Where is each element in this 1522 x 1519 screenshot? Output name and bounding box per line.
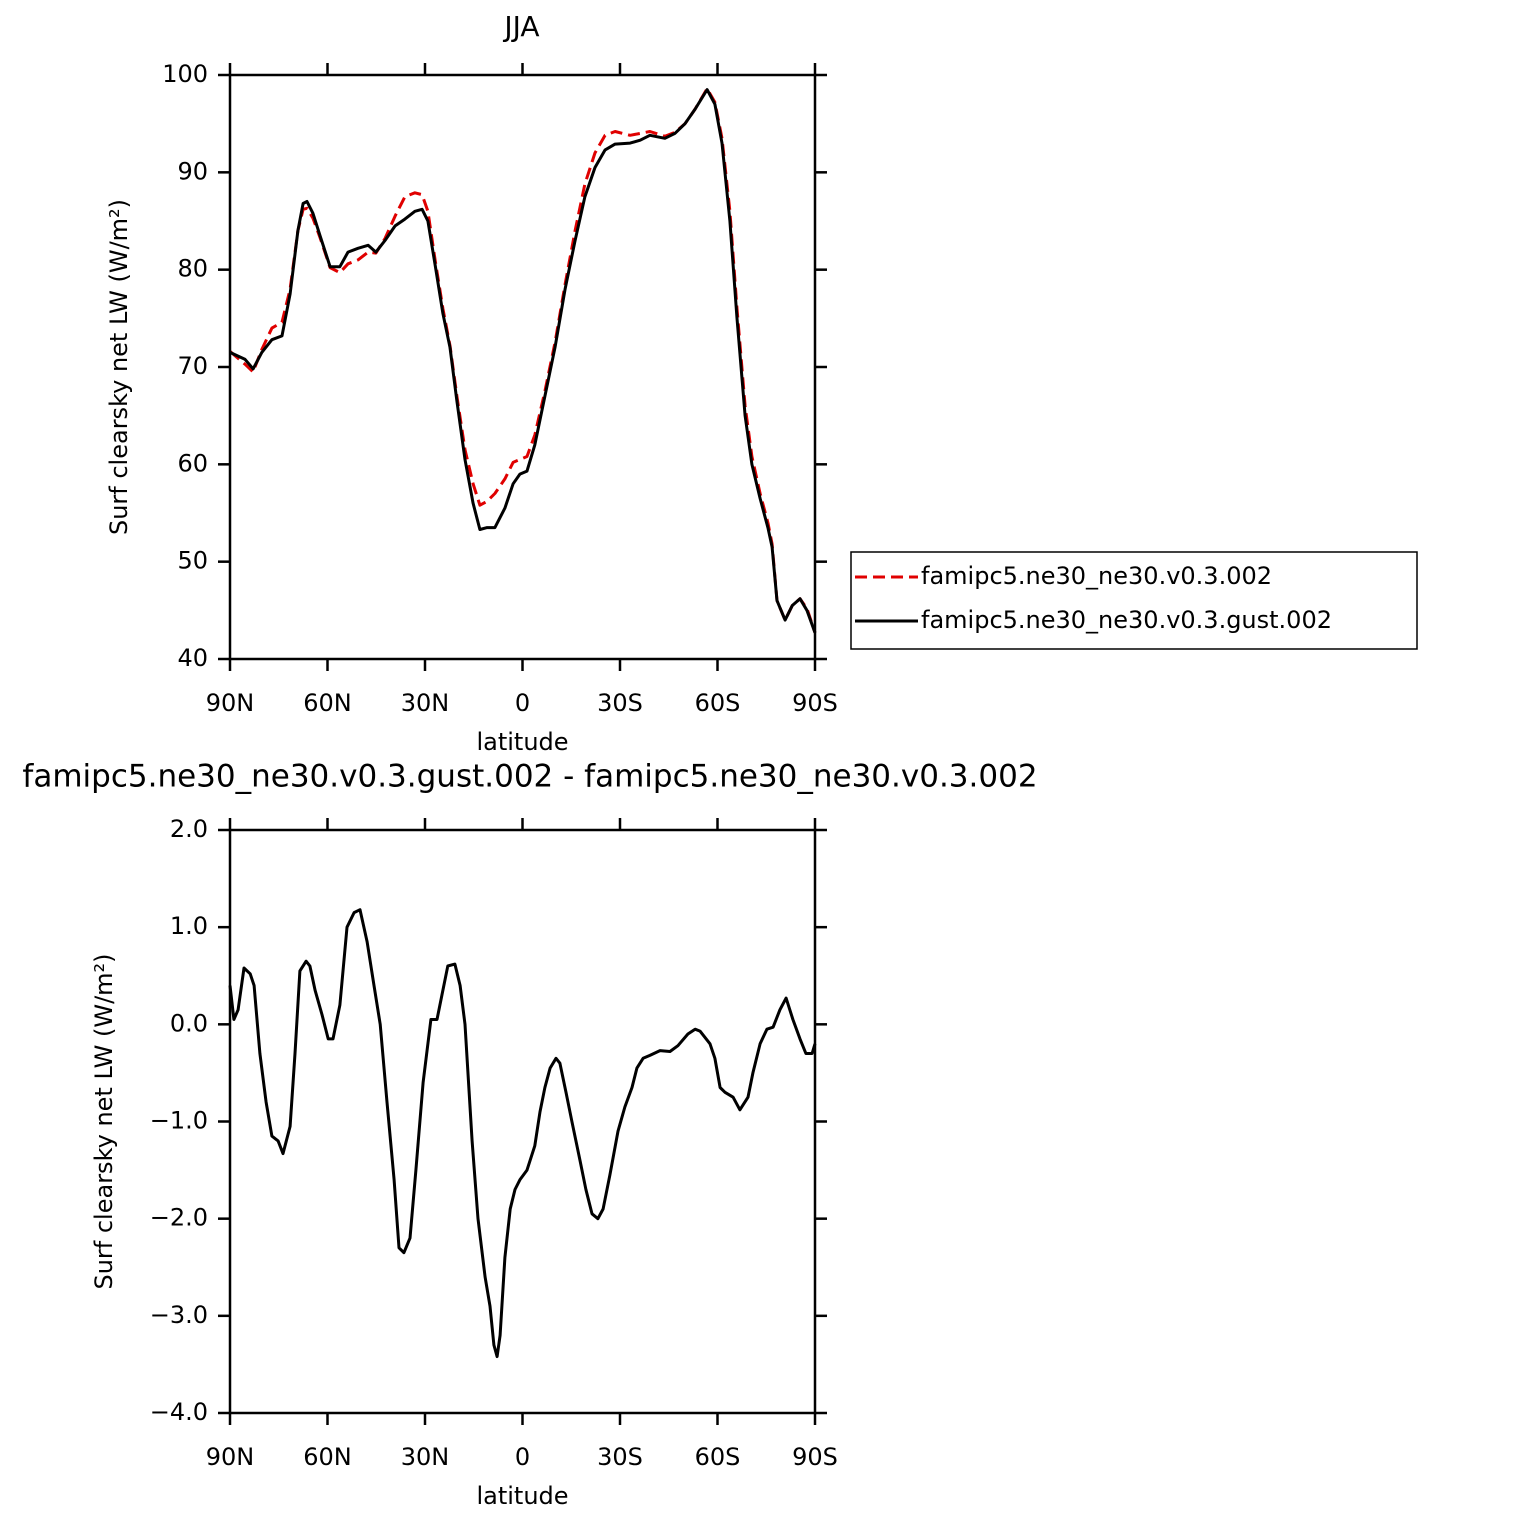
y-tick-label: −2.0 bbox=[150, 1204, 208, 1232]
plot-frame bbox=[228, 73, 817, 661]
legend-label: famipc5.ne30_ne30.v0.3.002 bbox=[921, 562, 1272, 590]
y-tick-label: −4.0 bbox=[150, 1398, 208, 1426]
y-tick-label: 80 bbox=[177, 255, 208, 283]
x-tick-label: 60N bbox=[303, 689, 352, 717]
x-tick-label: 60S bbox=[695, 689, 741, 717]
data-line bbox=[229, 88, 817, 634]
y-tick-label: 50 bbox=[177, 547, 208, 575]
y-tick-label: 2.0 bbox=[170, 815, 208, 843]
chart-title: JJA bbox=[502, 10, 539, 43]
x-tick-label: 30S bbox=[597, 689, 643, 717]
x-tick-label: 0 bbox=[515, 689, 530, 717]
y-tick-label: 90 bbox=[177, 157, 208, 185]
x-tick-label: 90N bbox=[206, 1443, 255, 1471]
y-axis-label: Surf clearsky net LW (W/m²) bbox=[105, 199, 133, 535]
chart-title: famipc5.ne30_ne30.v0.3.gust.002 - famipc… bbox=[22, 759, 1037, 795]
x-tick-label: 30N bbox=[401, 689, 450, 717]
data-line bbox=[229, 87, 817, 634]
x-tick-label: 90N bbox=[206, 689, 255, 717]
x-tick-label: 90S bbox=[792, 1443, 838, 1471]
plot-frame bbox=[228, 828, 817, 1415]
y-axis-label: Surf clearsky net LW (W/m²) bbox=[90, 953, 118, 1289]
x-tick-label: 60N bbox=[303, 1443, 352, 1471]
y-tick-label: −3.0 bbox=[150, 1301, 208, 1329]
y-tick-label: 60 bbox=[177, 449, 208, 477]
legend-box bbox=[850, 551, 1418, 650]
data-line bbox=[228, 908, 817, 1359]
legend-label: famipc5.ne30_ne30.v0.3.gust.002 bbox=[921, 606, 1332, 634]
y-tick-label: 100 bbox=[162, 60, 208, 88]
x-tick-label: 0 bbox=[515, 1443, 530, 1471]
x-tick-label: 90S bbox=[792, 689, 838, 717]
y-tick-label: −1.0 bbox=[150, 1107, 208, 1135]
y-tick-label: 40 bbox=[177, 644, 208, 672]
y-tick-label: 70 bbox=[177, 352, 208, 380]
y-tick-label: 0.0 bbox=[170, 1009, 208, 1037]
y-tick-label: 1.0 bbox=[170, 912, 208, 940]
x-tick-label: 30S bbox=[597, 1443, 643, 1471]
x-tick-label: 30N bbox=[401, 1443, 450, 1471]
x-axis-label: latitude bbox=[476, 728, 568, 756]
x-tick-label: 60S bbox=[695, 1443, 741, 1471]
x-axis-label: latitude bbox=[476, 1482, 568, 1510]
